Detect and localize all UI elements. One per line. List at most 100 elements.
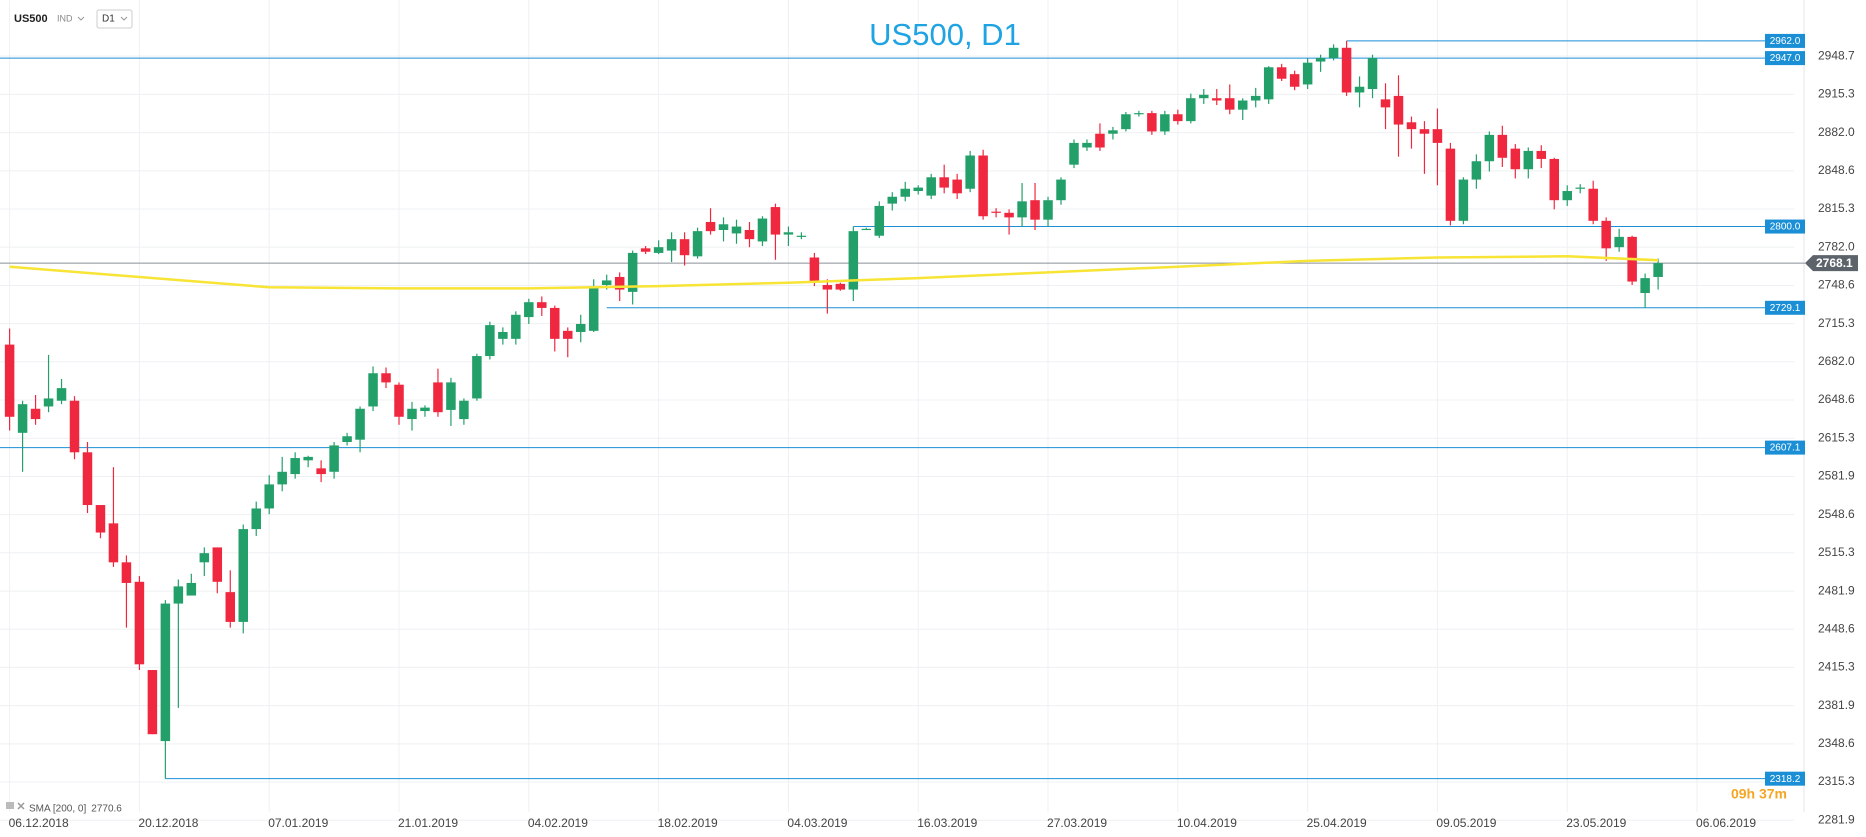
candle-body xyxy=(524,302,534,318)
overlay: 2948.7 2915.3 2882.0 2848.6 2815.3 2782.0 2748… xyxy=(9,48,1858,830)
y-tick-label: 2915.3 xyxy=(1818,87,1855,101)
candle-body xyxy=(1354,86,1365,93)
candle-body xyxy=(368,373,378,407)
candle-body xyxy=(614,276,625,290)
candle-body xyxy=(1069,142,1079,165)
candle-body xyxy=(692,231,703,257)
candle-body xyxy=(887,196,898,204)
candle-body xyxy=(381,373,391,383)
candle-body xyxy=(498,331,508,339)
y-tick-label: 2815.3 xyxy=(1818,201,1855,215)
candle-body xyxy=(1173,114,1183,122)
interval-select[interactable] xyxy=(96,9,133,29)
candle-body xyxy=(1030,200,1040,220)
candle-body xyxy=(407,408,417,420)
y-tick-label: 2615.3 xyxy=(1818,430,1855,444)
candle-body xyxy=(640,248,651,252)
candle-body xyxy=(653,247,664,253)
candle-body xyxy=(121,562,132,583)
candle-body xyxy=(290,458,300,475)
candle-body xyxy=(1653,263,1663,277)
candle-body xyxy=(277,471,287,485)
y-tick-label: 2348.6 xyxy=(1818,736,1855,750)
candle-body xyxy=(1121,114,1131,130)
candle-body xyxy=(433,382,443,413)
candle-body xyxy=(1108,130,1118,134)
candle-body xyxy=(1237,100,1248,110)
candle-body xyxy=(874,205,885,236)
sma-value: 2770.6 xyxy=(91,804,122,815)
candle-body xyxy=(1458,179,1469,221)
y-tick-label: 2648.6 xyxy=(1818,392,1855,406)
candle-body xyxy=(1263,67,1274,100)
x-tick-label: 04.03.2019 xyxy=(787,816,847,830)
candle-body xyxy=(913,187,923,192)
candle-body xyxy=(1419,129,1430,134)
candle-body xyxy=(459,400,469,420)
indicator-visibility-icon[interactable] xyxy=(6,802,14,809)
candle-body xyxy=(588,286,599,331)
candle-body xyxy=(329,445,339,472)
candle-body xyxy=(1588,188,1598,221)
level-label: 2729.1 xyxy=(1770,303,1801,314)
x-tick-label: 07.01.2019 xyxy=(268,816,328,830)
candle-body xyxy=(30,408,41,420)
y-tick-label: 2782.0 xyxy=(1818,239,1855,253)
candle-body xyxy=(43,398,54,407)
candle-body xyxy=(1095,133,1105,148)
candle-body xyxy=(1276,67,1287,79)
candle-body xyxy=(861,228,872,231)
candle-body xyxy=(108,523,119,563)
candle-body xyxy=(355,408,365,440)
candle-body xyxy=(1445,148,1456,221)
candle-body xyxy=(1510,148,1521,170)
y-tick-label: 2415.3 xyxy=(1818,660,1855,674)
candle-body xyxy=(991,211,1001,213)
level-tag xyxy=(1765,440,1805,455)
candle-body xyxy=(225,592,236,622)
symbol[interactable]: US500 xyxy=(14,13,48,25)
market-dropdown-icon[interactable] xyxy=(77,16,85,21)
candle-body xyxy=(342,436,352,442)
candle-body xyxy=(666,239,677,251)
x-tick-label: 21.01.2019 xyxy=(398,816,458,830)
last-price-tag xyxy=(1805,255,1858,272)
candle-body xyxy=(1082,142,1092,148)
last-price-label: 2768.1 xyxy=(1816,256,1853,270)
sma-label: SMA [200, 0] xyxy=(29,804,86,815)
candle-body xyxy=(1328,47,1339,59)
candle-body xyxy=(1640,278,1650,294)
sma-line xyxy=(9,255,1659,290)
y-tick-label: 2748.6 xyxy=(1818,278,1855,292)
candle-body xyxy=(1549,158,1560,201)
candle-body xyxy=(1432,129,1443,143)
interval-dropdown-icon[interactable] xyxy=(120,16,128,21)
candle-body xyxy=(1056,179,1066,201)
y-tick-label: 2882.0 xyxy=(1818,125,1855,139)
candle-body xyxy=(550,307,560,339)
candle-body xyxy=(1147,113,1157,132)
x-tick-label: 25.04.2019 xyxy=(1307,816,1367,830)
candle-body xyxy=(1367,58,1378,90)
y-tick-label: 2581.9 xyxy=(1818,469,1855,483)
x-tick-label: 10.04.2019 xyxy=(1177,816,1237,830)
level-label: 2318.2 xyxy=(1770,774,1801,785)
candle-body xyxy=(1199,94,1209,99)
level-tag xyxy=(1765,300,1805,315)
y-tick-label: 2548.6 xyxy=(1818,507,1855,521)
interval[interactable]: D1 xyxy=(102,14,115,25)
y-tick-label: 2848.6 xyxy=(1818,163,1855,177)
x-tick-label: 27.03.2019 xyxy=(1047,816,1107,830)
candle-body xyxy=(199,553,210,563)
candle-body xyxy=(1575,187,1585,189)
level-label: 2962.0 xyxy=(1770,36,1801,47)
indicator-remove-icon[interactable] xyxy=(17,802,25,810)
candle-body xyxy=(900,188,910,197)
candle-body xyxy=(848,231,859,290)
level-tag xyxy=(1765,771,1805,786)
candle-body xyxy=(1497,134,1508,158)
market: IND xyxy=(57,13,73,23)
level-label: 2947.0 xyxy=(1770,53,1801,64)
